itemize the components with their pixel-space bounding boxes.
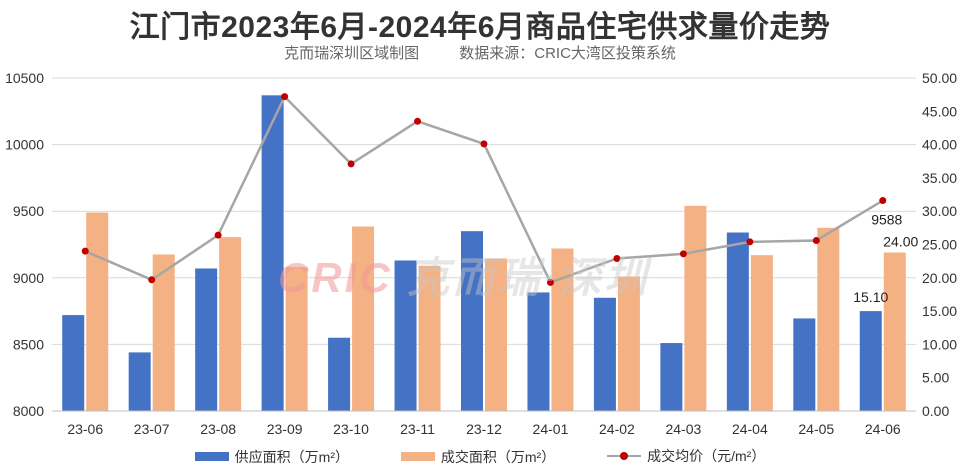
x-tick-label: 23-08 <box>200 421 236 437</box>
price-point <box>414 117 422 125</box>
x-tick-label: 24-02 <box>599 421 635 437</box>
price-line-path <box>84 94 884 285</box>
x-tick-label: 24-05 <box>798 421 834 437</box>
right-tick-label: 10.00 <box>922 336 957 352</box>
left-tick-label: 10500 <box>5 70 44 86</box>
deal-bar <box>684 205 707 411</box>
deal-bar <box>86 212 109 411</box>
deal-bar <box>551 248 574 411</box>
annotations: 9588 24.00 15.10 <box>853 212 918 306</box>
right-tick-label: 50.00 <box>922 70 957 86</box>
deal-bar <box>883 252 906 411</box>
right-tick-label: 0.00 <box>922 403 949 419</box>
price-point <box>613 254 621 262</box>
left-tick-label: 9000 <box>13 270 44 286</box>
deal-bar <box>485 258 507 411</box>
deal-bar <box>152 254 175 411</box>
right-tick-label: 30.00 <box>922 203 957 219</box>
price-point <box>746 238 754 246</box>
x-tick-label: 23-11 <box>400 421 435 437</box>
price-point <box>879 197 887 205</box>
source-right: 数据来源：CRIC大湾区投策系统 <box>459 45 676 62</box>
right-tick-label: 25.00 <box>922 237 957 253</box>
data-label: 24.00 <box>883 233 918 249</box>
right-tick-label: 40.00 <box>922 137 957 153</box>
legend-deal-swatch <box>400 452 435 461</box>
price-line <box>81 93 887 286</box>
supply-bar <box>328 337 351 411</box>
deal-bar <box>285 267 308 411</box>
left-tick-label: 9500 <box>13 203 44 219</box>
price-point <box>347 160 355 168</box>
price-point <box>679 250 687 258</box>
x-tick-label: 24-06 <box>865 421 901 437</box>
data-label: 15.10 <box>853 289 888 305</box>
supply-bar <box>593 297 616 411</box>
price-point <box>480 140 488 148</box>
x-tick-label: 24-03 <box>665 421 701 437</box>
bars <box>62 95 906 411</box>
x-tick-label: 23-09 <box>267 421 303 437</box>
x-axis-ticks: 23-06 23-07 23-08 23-09 23-10 23-11 23-12 24-01… <box>52 410 916 437</box>
right-axis-ticks: 0.00 5.00 10.00 15.00 20.00 25.00 30.00 35.00 40… <box>922 70 957 419</box>
deal-bar <box>817 227 840 411</box>
x-tick-label: 23-10 <box>333 421 369 437</box>
chart-title: 江门市2023年6月-2024年6月商品住宅供求量价走势 <box>129 11 831 44</box>
legend-deal: 成交面积（万m²） <box>400 447 556 467</box>
legend-supply: 供应面积（万m²） <box>194 447 349 467</box>
supply-bar <box>793 318 816 411</box>
legend-deal-label: 成交面积（万m²） <box>440 448 556 465</box>
deal-bar <box>352 226 375 411</box>
legend-supply-label: 供应面积（万m²） <box>234 448 349 465</box>
legend-price: 成交均价（元/m²） <box>607 446 765 466</box>
legend: 供应面积（万m²） 成交面积（万m²） 成交均价（元/m²） <box>0 446 960 467</box>
legend-supply-swatch <box>194 452 229 461</box>
supply-bar <box>527 292 550 411</box>
left-tick-label: 8500 <box>13 336 44 352</box>
x-tick-label: 23-12 <box>466 421 502 437</box>
right-tick-label: 15.00 <box>922 303 957 319</box>
x-tick-label: 23-07 <box>134 421 170 437</box>
left-tick-label: 10000 <box>5 137 44 153</box>
data-label: 9588 <box>871 212 902 228</box>
legend-price-label: 成交均价（元/m²） <box>647 448 766 464</box>
supply-bar <box>62 315 85 411</box>
deal-bar <box>750 255 773 411</box>
source-left: 克而瑞深圳区域制图 <box>284 45 420 62</box>
supply-bar <box>660 343 683 411</box>
deal-bar <box>617 276 640 411</box>
supply-bar <box>394 260 417 411</box>
deal-bar <box>219 237 242 411</box>
supply-bar <box>461 231 483 411</box>
x-tick-label: 24-04 <box>732 421 768 437</box>
supply-bar <box>726 232 749 411</box>
supply-bar <box>195 268 218 411</box>
supply-bar <box>261 95 284 411</box>
price-point <box>546 278 554 286</box>
price-point <box>214 231 222 239</box>
price-point <box>81 247 89 255</box>
right-tick-label: 45.00 <box>922 103 957 119</box>
price-point <box>148 276 156 284</box>
price-point <box>281 93 289 101</box>
right-tick-label: 5.00 <box>922 370 949 386</box>
grid-lines <box>52 77 916 412</box>
x-tick-label: 23-06 <box>67 421 103 437</box>
right-tick-label: 35.00 <box>922 170 957 186</box>
left-tick-label: 8000 <box>13 403 44 419</box>
supply-bar <box>128 352 151 411</box>
price-point <box>812 237 820 245</box>
left-axis-ticks: 8000 8500 9000 9500 10000 10500 <box>5 70 44 419</box>
legend-price-swatch <box>607 451 642 461</box>
chart-subtitle: 克而瑞深圳区域制图 数据来源：CRIC大湾区投策系统 <box>0 42 960 63</box>
x-tick-label: 24-01 <box>533 421 569 437</box>
deal-bar <box>418 265 441 411</box>
supply-bar <box>859 311 882 411</box>
right-tick-label: 20.00 <box>922 270 957 286</box>
